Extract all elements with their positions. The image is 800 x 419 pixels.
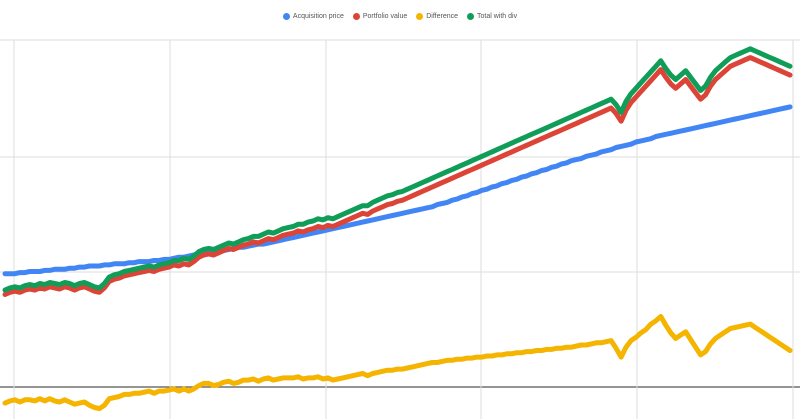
legend-swatch <box>352 13 360 20</box>
series-line-acquisition-price <box>2 104 793 277</box>
legend-item[interactable]: Difference <box>416 13 458 20</box>
series-line-difference <box>2 314 793 412</box>
legend-label: Difference <box>426 13 459 20</box>
legend-label: Total with div <box>477 13 518 20</box>
series-layer <box>2 46 793 412</box>
legend-swatch <box>467 13 475 20</box>
series-line-portfolio-value <box>2 55 793 297</box>
legend-label: Portfolio value <box>362 13 408 20</box>
legend: Acquisition price Portfolio value Differen… <box>0 13 800 20</box>
grid <box>0 39 800 419</box>
series-line-total-with-div <box>2 46 793 293</box>
legend-swatch <box>416 13 424 20</box>
legend-item[interactable]: Portfolio value <box>352 13 408 20</box>
legend-item[interactable]: Acquisition price <box>282 13 344 20</box>
legend-swatch <box>282 13 290 20</box>
legend-item[interactable]: Total with div <box>467 13 517 20</box>
legend-label: Acquisition price <box>292 13 344 20</box>
